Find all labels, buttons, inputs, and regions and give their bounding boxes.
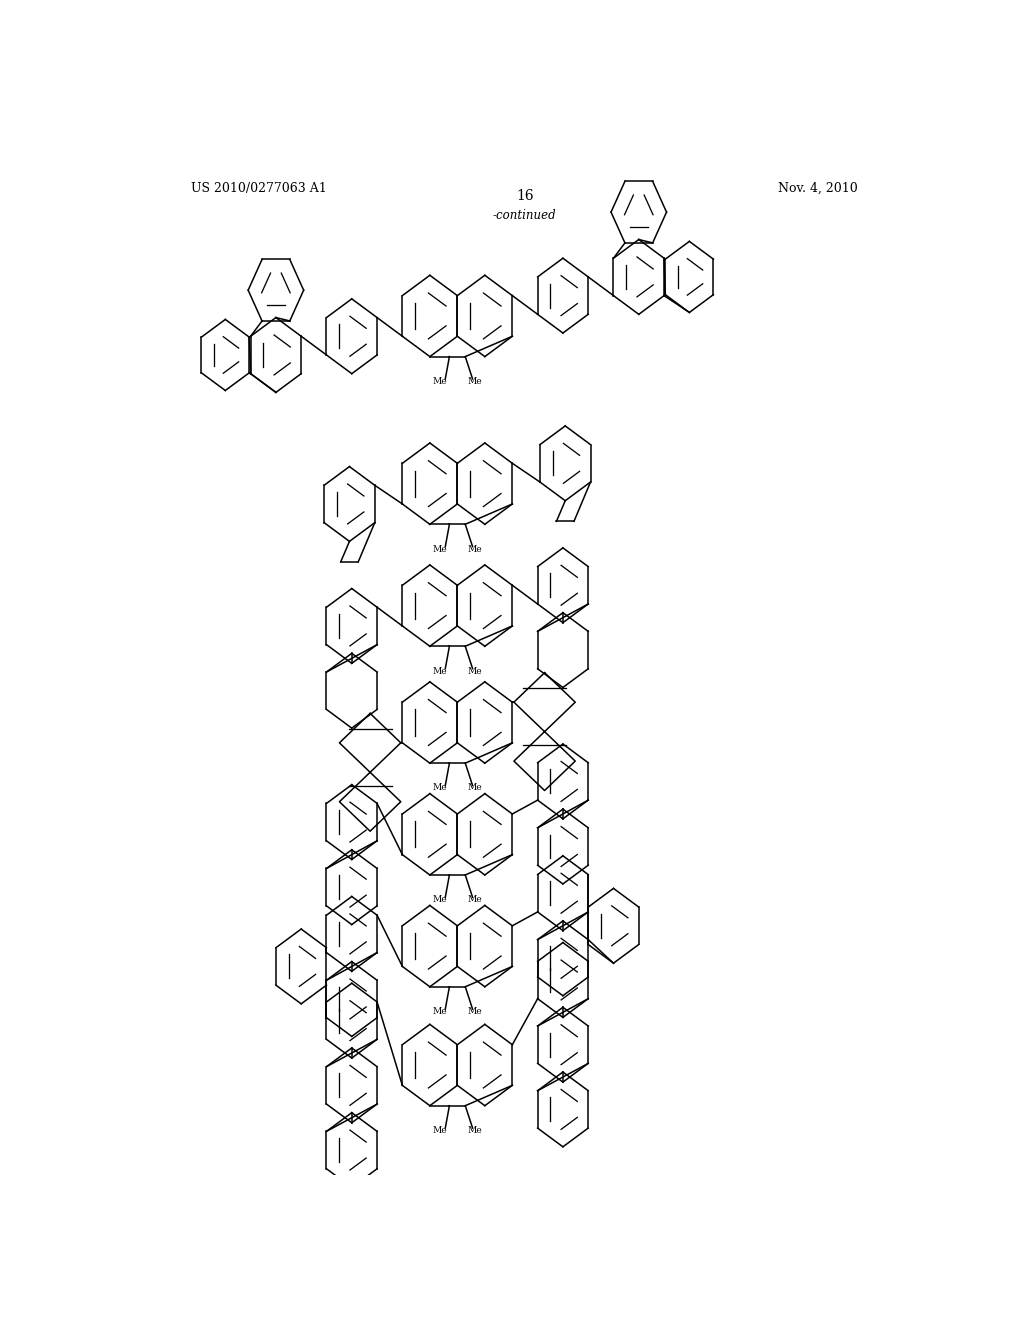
Text: Me: Me (432, 1126, 447, 1135)
Text: Nov. 4, 2010: Nov. 4, 2010 (778, 182, 858, 195)
Text: Me: Me (432, 783, 447, 792)
Text: Me: Me (432, 1007, 447, 1016)
Text: Me: Me (432, 895, 447, 904)
Text: US 2010/0277063 A1: US 2010/0277063 A1 (191, 182, 328, 195)
Text: Me: Me (468, 1126, 482, 1135)
Text: Me: Me (432, 667, 447, 676)
Text: Me: Me (468, 1007, 482, 1016)
Text: Me: Me (468, 895, 482, 904)
Text: -continued: -continued (493, 210, 557, 222)
Text: Me: Me (468, 783, 482, 792)
Text: 16: 16 (516, 189, 534, 203)
Text: Me: Me (432, 545, 447, 553)
Text: Me: Me (432, 376, 447, 385)
Text: Me: Me (468, 667, 482, 676)
Text: Me: Me (468, 376, 482, 385)
Text: Me: Me (468, 545, 482, 553)
